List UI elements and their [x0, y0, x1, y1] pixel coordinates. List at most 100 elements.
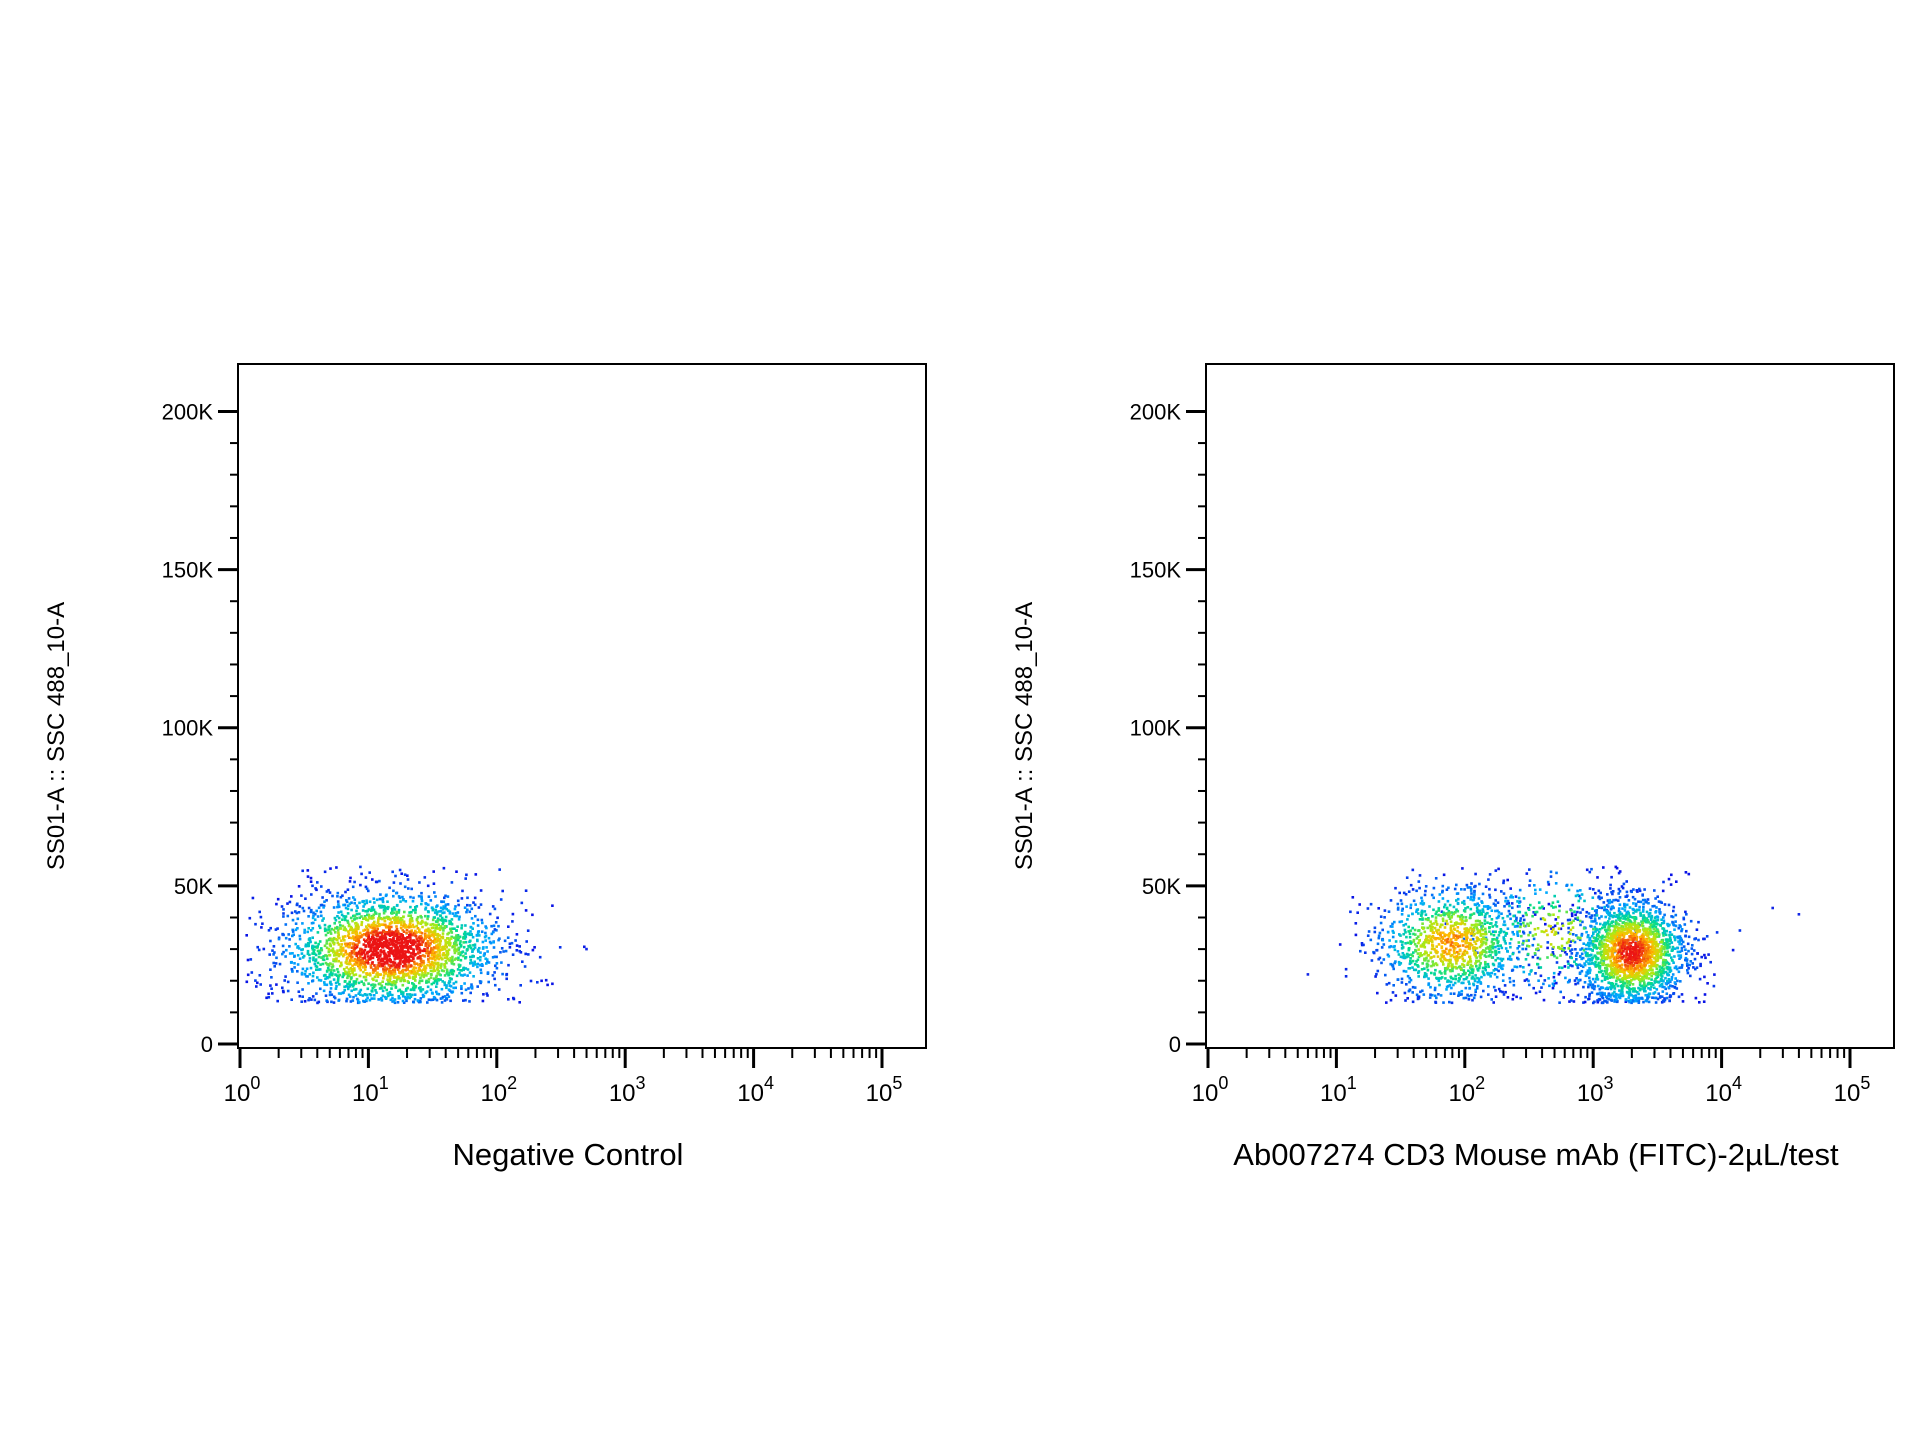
event-dot	[356, 943, 359, 946]
event-dot	[419, 986, 422, 989]
event-dot	[443, 924, 447, 928]
event-dot	[392, 911, 395, 914]
event-dot	[1482, 949, 1485, 952]
event-dot	[1680, 946, 1684, 950]
event-dot	[1422, 993, 1426, 996]
event-dot	[518, 1001, 521, 1004]
event-dot	[1506, 949, 1509, 953]
event-dot	[1604, 1000, 1608, 1003]
event-dot	[1607, 926, 1610, 929]
event-dot	[389, 947, 392, 951]
event-dot	[1456, 909, 1460, 913]
event-dot	[1488, 893, 1491, 897]
event-dot	[1497, 969, 1500, 973]
event-dot	[377, 961, 381, 964]
event-dot	[439, 909, 443, 913]
event-dot	[427, 960, 430, 964]
event-dot	[462, 954, 465, 958]
event-dot	[327, 888, 330, 892]
event-dot	[1416, 935, 1420, 938]
event-dot	[1546, 880, 1550, 884]
event-dot	[1585, 960, 1588, 963]
event-dot	[437, 970, 441, 973]
event-dot	[1484, 912, 1488, 916]
event-dot	[273, 951, 276, 954]
event-dot	[1667, 954, 1671, 957]
event-dot	[1464, 907, 1467, 910]
event-dot	[341, 949, 345, 952]
event-dot	[1596, 876, 1599, 879]
outlier-dot	[585, 947, 588, 951]
event-dot	[1588, 938, 1591, 942]
event-dot	[271, 992, 274, 995]
event-dot	[1389, 925, 1393, 928]
event-dot	[424, 906, 428, 910]
event-dot	[332, 959, 335, 963]
event-dot	[507, 963, 510, 967]
event-dot	[1469, 898, 1472, 901]
event-dot	[1637, 900, 1640, 903]
event-dot	[337, 954, 341, 958]
event-dot	[404, 989, 408, 992]
event-dot	[411, 993, 414, 997]
event-dot	[1453, 887, 1457, 891]
event-dot	[354, 980, 358, 983]
event-dot	[397, 996, 401, 1000]
event-dot	[1494, 904, 1497, 907]
event-dot	[1494, 930, 1497, 934]
event-dot	[1417, 971, 1420, 975]
event-dot	[1527, 908, 1531, 911]
event-dot	[1632, 902, 1635, 905]
event-dot	[387, 941, 391, 944]
event-dot	[1537, 966, 1541, 969]
event-dot	[454, 980, 458, 984]
event-dot	[1621, 986, 1624, 989]
event-dot	[1417, 995, 1421, 999]
event-dot	[1595, 934, 1599, 937]
event-dot	[344, 915, 348, 918]
event-dot	[1469, 907, 1473, 911]
event-dot	[437, 953, 440, 957]
event-dot	[477, 906, 481, 909]
event-dot	[1484, 885, 1488, 888]
event-dot	[1641, 898, 1645, 902]
event-dot	[1575, 977, 1578, 980]
event-dot	[1591, 983, 1595, 986]
event-dot	[377, 998, 380, 1001]
event-dot	[331, 894, 334, 898]
event-dot	[1497, 867, 1500, 871]
event-dot	[480, 930, 484, 933]
event-dot	[1657, 973, 1660, 977]
event-dot	[457, 956, 460, 960]
event-dot	[1415, 960, 1418, 963]
event-dot	[315, 992, 318, 995]
event-dot	[1660, 1001, 1664, 1004]
event-dot	[1601, 1001, 1605, 1005]
event-dot	[1461, 867, 1464, 870]
event-dot	[1651, 905, 1654, 908]
event-dot	[1512, 983, 1516, 987]
event-dot	[359, 883, 362, 887]
event-dot	[1492, 902, 1496, 906]
event-dot	[380, 904, 383, 908]
event-dot	[386, 900, 389, 903]
event-dot	[403, 873, 407, 876]
event-dot	[1649, 988, 1652, 991]
event-dot	[405, 967, 409, 971]
event-dot	[370, 945, 373, 948]
event-dot	[1432, 922, 1436, 925]
event-dot	[1552, 913, 1555, 916]
event-dot	[282, 950, 285, 954]
event-dot	[1418, 918, 1422, 921]
event-dot	[352, 980, 356, 983]
event-dot	[408, 934, 411, 937]
event-dot	[392, 894, 395, 898]
event-dot	[1490, 940, 1494, 944]
event-dot	[429, 923, 432, 926]
event-dot	[440, 969, 444, 972]
event-dot	[1658, 912, 1662, 915]
event-dot	[371, 977, 374, 981]
event-dot	[380, 950, 384, 954]
event-dot	[1589, 941, 1593, 945]
event-dot	[1475, 964, 1478, 968]
